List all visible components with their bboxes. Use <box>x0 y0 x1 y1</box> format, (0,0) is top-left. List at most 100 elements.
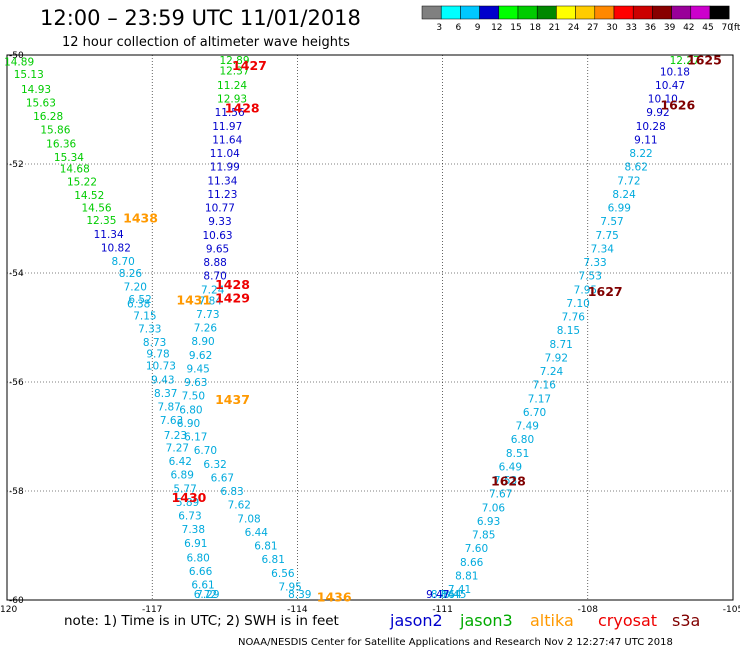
swh-value: 8.39 <box>288 589 311 601</box>
swh-value: 10.47 <box>655 80 685 92</box>
colorbar-label: 42 <box>683 23 694 33</box>
swh-value: 7.73 <box>196 309 219 321</box>
colorbar-swatch <box>460 5 480 20</box>
colorbar-label: 9 <box>475 23 481 33</box>
swh-value: 7.23 <box>164 430 187 442</box>
swh-value: 7.24 <box>201 284 225 296</box>
swh-value: 7.75 <box>595 230 618 242</box>
swh-value: 7.53 <box>494 475 517 487</box>
swh-value: 7.15 <box>133 311 156 323</box>
swh-value: 8.51 <box>506 448 529 460</box>
swh-value: 10.82 <box>101 242 131 254</box>
y-tick-label: -54 <box>9 269 24 279</box>
y-tick-label: -60 <box>9 596 24 606</box>
swh-value: 9.78 <box>146 349 169 361</box>
swh-value: 8.70 <box>203 271 226 283</box>
swh-value: 6.80 <box>186 552 209 564</box>
swh-value: 8.90 <box>191 336 214 348</box>
chart-title: 12:00 – 23:59 UTC 11/01/2018 <box>40 6 361 30</box>
colorbar-label: 30 <box>606 23 618 33</box>
footer-note: note: 1) Time is in UTC; 2) SWH is in fe… <box>64 613 339 629</box>
axis-ticks: -120 -117 -114 -111 -108 -105 -50 -52 -54 -56 -58 -… <box>0 51 740 615</box>
swh-value: 9.63 <box>184 377 207 389</box>
swh-value: 14.93 <box>21 84 51 96</box>
swh-value: 9.11 <box>634 134 657 146</box>
swh-value: 10.63 <box>203 230 233 242</box>
colorbar-swatch <box>517 5 538 20</box>
pass-label: 1436 <box>317 589 352 604</box>
legend-altika: altika <box>530 611 574 630</box>
swh-value: 12.37 <box>219 65 249 77</box>
swh-value: 6.67 <box>211 472 234 484</box>
swh-value: 7.27 <box>166 442 189 454</box>
swh-value: 7.63 <box>160 415 183 427</box>
colorbar-swatch <box>575 5 596 20</box>
colorbar-swatch <box>632 5 653 20</box>
swh-value: 7.85 <box>472 530 495 542</box>
colorbar-label: 12 <box>491 23 502 33</box>
swh-value: 11.56 <box>215 107 245 119</box>
swh-value: 6.90 <box>177 418 200 430</box>
colorbar-swatch <box>440 5 461 20</box>
swh-value: 15.13 <box>14 69 44 81</box>
swh-value: 14.52 <box>74 190 104 202</box>
colorbar-label: 27 <box>587 23 598 33</box>
swh-value: 7.41 <box>448 584 471 596</box>
swh-value: 6.70 <box>194 445 217 457</box>
x-tick-label: -114 <box>287 605 308 615</box>
pass-label: 1625 <box>687 52 722 67</box>
swh-value: 11.34 <box>94 229 124 241</box>
swh-value: 11.97 <box>212 121 242 133</box>
legend-s3a: s3a <box>672 611 700 630</box>
legend-cryosat: cryosat <box>598 611 657 630</box>
colorbar-swatch <box>421 5 442 20</box>
swh-value: 6.73 <box>178 511 201 523</box>
swh-value: 7.76 <box>562 312 586 324</box>
swh-value: 6.42 <box>169 456 192 468</box>
swh-value: 7.84 <box>199 295 223 307</box>
swh-value: 6.83 <box>220 486 243 498</box>
pass-label: 1438 <box>123 211 158 226</box>
swh-value: 15.34 <box>54 152 84 164</box>
swh-value: 9.33 <box>208 216 231 228</box>
swh-value: 9.92 <box>646 107 669 119</box>
swh-value: 12.35 <box>86 215 116 227</box>
swh-value: 5.89 <box>176 497 199 509</box>
x-tick-label: -111 <box>432 605 452 615</box>
colorbar-label: 3 <box>436 23 442 33</box>
colorbar-label: 36 <box>645 23 657 33</box>
swh-value: 6.89 <box>171 470 194 482</box>
swh-value: 7.29 <box>196 589 219 601</box>
colorbar-swatch <box>498 5 519 20</box>
colorbar-label: 18 <box>529 23 541 33</box>
x-tick-label: -117 <box>142 605 162 615</box>
swh-value: 7.53 <box>579 271 602 283</box>
colorbar-swatch <box>479 5 500 20</box>
swh-value: 6.80 <box>179 404 202 416</box>
grid <box>7 55 733 600</box>
colorbar-swatch <box>536 5 557 20</box>
pass-label: 1627 <box>588 284 623 299</box>
swh-value: 11.34 <box>207 175 237 187</box>
swh-value: 7.24 <box>540 366 564 378</box>
swh-value: 11.23 <box>207 189 237 201</box>
colorbar-label: 33 <box>625 23 636 33</box>
swh-value: 7.57 <box>600 216 623 228</box>
swh-value: 7.06 <box>482 502 506 514</box>
swh-value: 8.71 <box>549 339 572 351</box>
swh-value: 8.24 <box>612 189 636 201</box>
swh-value: 9.45 <box>186 363 209 375</box>
colorbar-label: 24 <box>568 23 580 33</box>
swh-value: 7.10 <box>566 298 589 310</box>
pass-labels: 1427142814381428142914311437143014361625… <box>123 52 722 604</box>
pass-label: 1431 <box>176 292 211 307</box>
pass-label: 1429 <box>215 291 250 306</box>
swh-value: 7.33 <box>138 324 161 336</box>
swh-value: 7.38 <box>182 524 205 536</box>
swh-value: 15.86 <box>40 125 70 137</box>
swh-value: 6.61 <box>191 580 214 592</box>
colorbar-label: (ft) <box>730 23 740 33</box>
chart-subtitle: 12 hour collection of altimeter wave hei… <box>62 35 350 50</box>
swh-value: 8.15 <box>557 325 580 337</box>
